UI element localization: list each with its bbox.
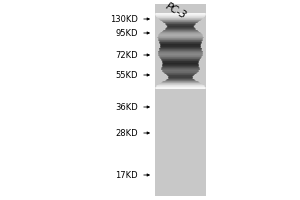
Bar xyxy=(154,4,206,196)
Text: 28KD: 28KD xyxy=(116,129,138,138)
Text: 130KD: 130KD xyxy=(110,15,138,23)
Text: PC-3: PC-3 xyxy=(163,1,188,21)
Text: 36KD: 36KD xyxy=(115,102,138,112)
Text: 17KD: 17KD xyxy=(116,170,138,180)
Text: 95KD: 95KD xyxy=(116,28,138,38)
Text: 55KD: 55KD xyxy=(116,71,138,79)
Text: 72KD: 72KD xyxy=(116,50,138,60)
